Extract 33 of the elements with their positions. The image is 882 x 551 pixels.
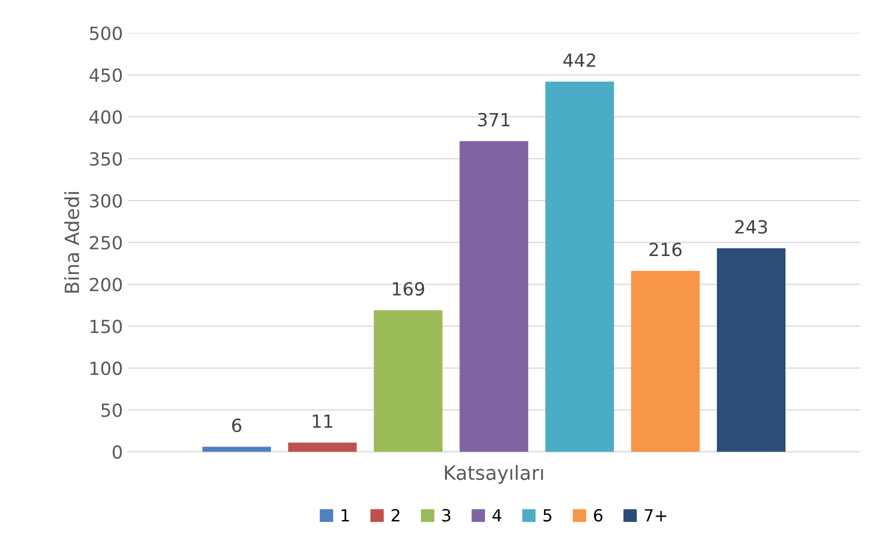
bar [288,442,357,452]
data-label: 6 [232,418,242,432]
bar [631,270,700,452]
bar [545,82,614,452]
y-tick-label: 300 [90,194,122,208]
y-tick-label: 250 [90,236,122,250]
y-tick-label: 350 [90,152,122,166]
bar [716,248,786,452]
data-label: 169 [392,282,424,296]
bar [460,141,528,452]
y-tick-label: 50 [101,403,122,418]
data-label: 371 [478,112,510,126]
y-tick-label: 200 [90,278,122,292]
data-label: 243 [735,220,767,234]
legend-label: 1 [342,509,349,522]
x-axis-title: Katsayıları [445,465,543,484]
legend-label: 6 [594,508,602,522]
data-label: 11 [312,414,332,428]
legend-label: 3 [442,508,450,522]
bar [374,310,442,452]
y-tick-label: 400 [89,110,122,124]
data-label: 442 [563,53,596,67]
legend-label: 4 [492,509,502,522]
legend-label: 2 [392,508,400,522]
data-label: 216 [650,242,682,256]
legend-label: 7+ [644,509,666,522]
y-tick-label: 100 [90,362,122,376]
y-tick-label: 150 [90,320,122,334]
y-tick-label: 450 [89,68,122,82]
y-tick-label: 0 [112,445,122,459]
y-tick-label: 500 [90,26,122,40]
legend-label: 5 [544,509,552,522]
y-axis-title: Bina Adedi [64,192,80,293]
